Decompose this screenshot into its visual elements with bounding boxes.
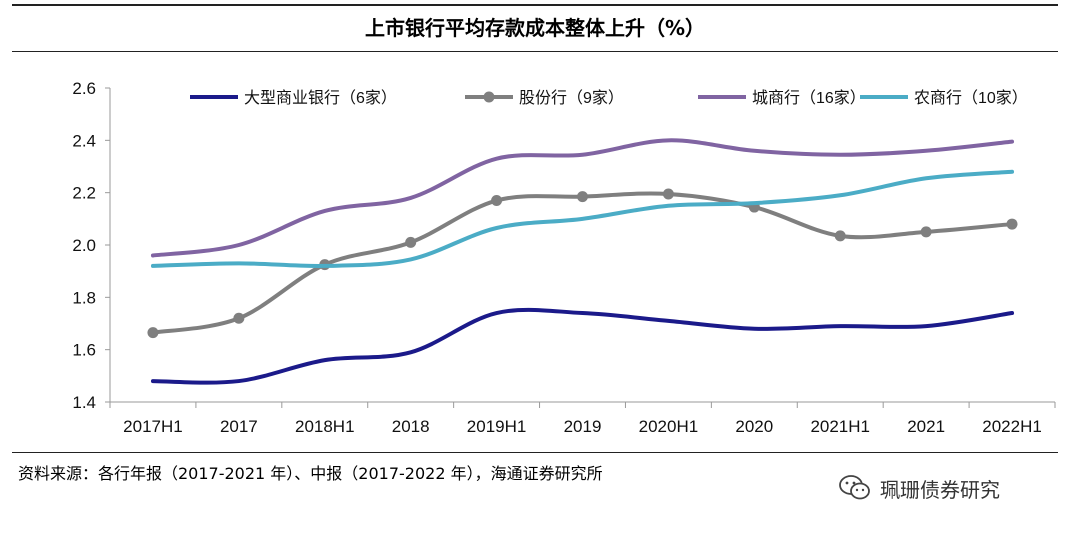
x-tick-label: 2019H1 [467, 417, 527, 436]
data-point [405, 236, 417, 248]
x-tick-label: 2020 [735, 417, 773, 436]
data-point [834, 230, 846, 242]
data-point [920, 226, 932, 238]
y-tick-label: 1.6 [72, 341, 96, 360]
x-tick-label: 2022H1 [982, 417, 1042, 436]
x-tick-label: 2020H1 [639, 417, 699, 436]
title-rule [12, 51, 1058, 52]
bottom-rule [12, 452, 1058, 453]
x-tick-label: 2021 [907, 417, 945, 436]
wechat-icon [839, 475, 870, 500]
series-line-4 [150, 169, 1015, 269]
data-point [1006, 218, 1018, 230]
data-point [577, 191, 588, 203]
legend-label-2: 股份行（9家） [519, 89, 624, 107]
x-tick-label: 2019 [564, 417, 602, 436]
legend-label-4: 农商行（10家） [914, 89, 1028, 107]
legend-label-3: 城商行（16家） [752, 89, 866, 107]
series-line-3 [150, 138, 1015, 258]
top-rule [12, 4, 1058, 6]
x-tick-label: 2018 [392, 417, 430, 436]
data-point [233, 312, 245, 324]
x-tick-label: 2017 [220, 417, 258, 436]
chart-title: 上市银行平均存款成本整体上升（%） [364, 16, 706, 40]
legend-label-1: 大型商业银行（6家） [244, 89, 397, 107]
line-chart: 1.4 1.6 1.8 2.0 2.2 2.4 2.6 2017H1 2017 2018H1 201… [72, 79, 1056, 436]
data-point [662, 188, 674, 200]
watermark-text: 珮珊债券研究 [880, 477, 1000, 502]
x-tick-label: 2018H1 [295, 417, 355, 436]
y-tick-label: 2.0 [72, 236, 96, 255]
source-note: 资料来源：各行年报（2017-2021 年）、中报（2017-2022 年），海… [18, 464, 603, 483]
x-tick-label: 2021H1 [810, 417, 870, 436]
watermark: 珮珊债券研究 [838, 470, 1000, 506]
y-tick-label: 2.6 [72, 79, 96, 98]
y-tick-label: 2.4 [72, 131, 96, 150]
y-tick-label: 2.2 [72, 184, 96, 203]
data-point [491, 195, 503, 207]
x-tick-label: 2017H1 [123, 417, 183, 436]
series-line-1 [150, 307, 1015, 385]
legend-marker [483, 91, 495, 103]
data-point [147, 327, 159, 339]
y-tick-label: 1.4 [72, 393, 96, 412]
y-tick-label: 1.8 [72, 288, 96, 307]
